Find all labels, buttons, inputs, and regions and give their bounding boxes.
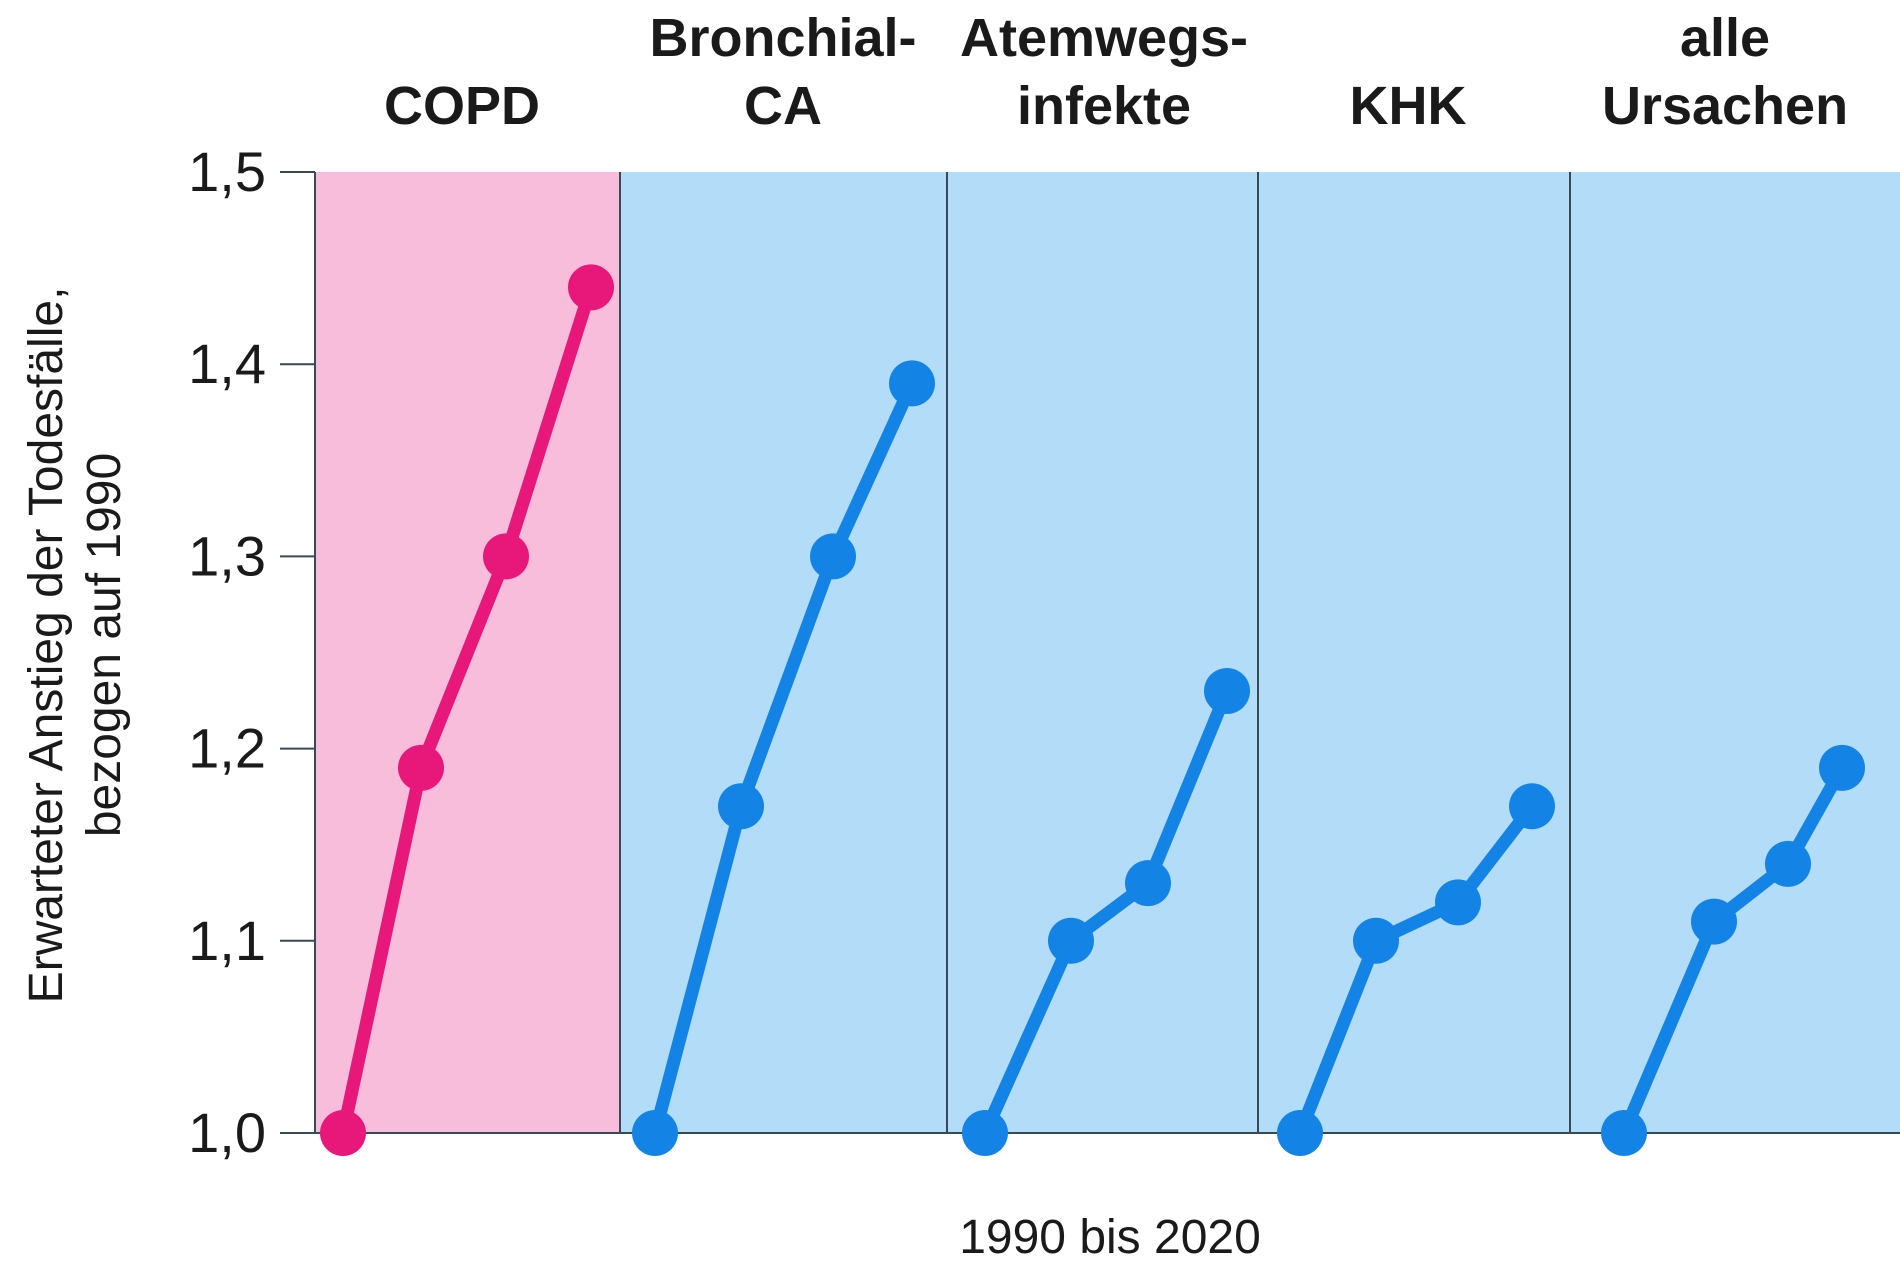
series-line <box>648 376 919 1140</box>
data-point <box>962 1110 1008 1156</box>
data-point <box>1819 744 1865 791</box>
data-point <box>1601 1110 1647 1156</box>
y-axis: 1,0 1,1 1,2 1,3 1,4 1,5 <box>188 140 1900 1164</box>
y-tick-label: 1,1 <box>188 909 266 972</box>
data-point <box>1509 783 1555 830</box>
panel-dividers <box>280 171 1571 1133</box>
data-point <box>1125 860 1171 907</box>
panel-title: infekte <box>1017 76 1191 136</box>
y-tick-label: 1,3 <box>188 524 266 587</box>
data-point <box>1691 898 1737 945</box>
data-point <box>320 1110 366 1156</box>
series-line <box>1617 761 1849 1140</box>
data-point <box>1048 917 1094 964</box>
series-line <box>978 684 1234 1140</box>
data-point <box>483 533 529 580</box>
data-point <box>568 264 614 311</box>
data-point <box>1765 840 1811 887</box>
series-group <box>320 264 1865 1156</box>
data-point <box>718 783 764 830</box>
y-tick-label: 1,0 <box>188 1101 266 1164</box>
panel-background <box>1570 172 1900 1133</box>
x-axis-label: 1990 bis 2020 <box>959 1211 1261 1264</box>
y-axis-label-line: Erwarteter Anstieg der Todesfälle, <box>20 287 73 1004</box>
panel-title: COPD <box>384 76 540 136</box>
y-tick-label: 1,2 <box>188 717 266 780</box>
panel-background <box>620 172 947 1133</box>
series-line <box>1293 799 1539 1140</box>
y-tick-label: 1,5 <box>188 140 266 203</box>
panel-titles: COPD Bronchial- CA Atemwegs-infekte KHK alle U… <box>384 8 1848 136</box>
y-tick-label: 1,4 <box>188 332 266 395</box>
y-axis-label: Erwarteter Anstieg der Todesfälle, bezoge… <box>20 287 131 1004</box>
panel-title: Bronchial- <box>649 8 916 68</box>
data-point <box>1435 879 1481 926</box>
panel-title: KHK <box>1350 76 1467 136</box>
panel-title: Ursachen <box>1602 76 1848 136</box>
panel-title: CA <box>744 76 822 136</box>
panel-background <box>947 172 1258 1133</box>
data-point <box>1277 1110 1323 1156</box>
panel-title: alle <box>1680 8 1770 68</box>
panel-backgrounds <box>315 172 1900 1133</box>
data-point <box>889 360 935 407</box>
data-point <box>810 533 856 580</box>
panel-background <box>1258 172 1570 1133</box>
series-line <box>336 280 598 1140</box>
y-axis-label-line: bezogen auf 1990 <box>78 453 131 837</box>
data-point <box>1353 917 1399 964</box>
data-point <box>398 744 444 791</box>
panel-title: Atemwegs- <box>960 8 1248 68</box>
data-point <box>632 1110 678 1156</box>
data-point <box>1204 667 1250 714</box>
